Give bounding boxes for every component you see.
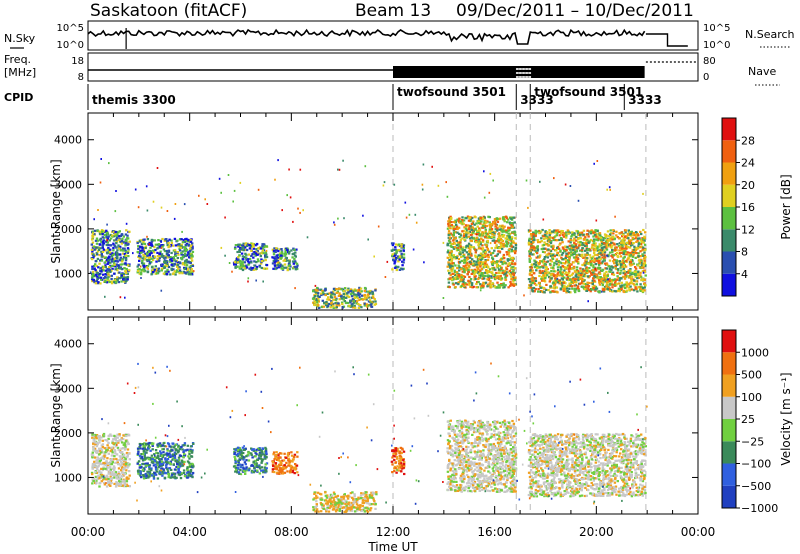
power-colorbar: 4 8 12 16 20 24 28 Power [dB] [721,117,793,297]
nsearch-label: N.Search [745,28,795,41]
header-beam: Beam 13 [355,1,431,21]
y-tick-label: 3000 [54,178,82,191]
y-tick-label: 4000 [54,134,82,147]
x-tick-label: 16:00 [477,525,512,539]
colorbar-tick-label: 8 [741,246,748,259]
freq-tick-top: 18 [71,56,84,67]
header-dates: 09/Dec/2011 – 10/Dec/2011 [456,1,694,21]
cpid-segment-label: twofsound 3501 [397,85,506,99]
y-tick-label: 2000 [54,223,82,236]
colorbar-tick-label: 12 [741,223,755,236]
cpid-label: CPID [4,91,33,104]
colorbar-tick-label: 28 [741,134,755,147]
time-axis: 00:00 04:00 08:00 12:00 16:00 20:00 00:00 Time … [71,525,716,554]
colorbar-tick-label: 25 [741,413,755,426]
nsky-label: N.Sky [4,32,36,45]
nsearch-tick-bottom: 10^0 [703,40,730,51]
y-tick-label: 1000 [54,267,82,280]
colorbar-tick-label: 1000 [741,346,769,359]
freq-label-2: [MHz] [4,66,36,79]
colorbar-tick-label: 500 [741,369,762,382]
colorbar-tick-label: 16 [741,201,755,214]
y-axis-label: Slant Range [km] [49,159,63,263]
cpid-segment-label: 3333 [520,93,553,107]
nave-tick-bottom: 0 [703,72,709,83]
nsearch-tick-top: 10^5 [703,23,730,34]
x-axis-label: Time UT [367,540,418,554]
freq-trace [88,56,698,80]
colorbar-tick-label: −100 [741,458,771,471]
colorbar-label: Velocity [m s⁻¹] [779,372,793,465]
freq-panel [87,52,699,82]
nave-label: Nave [748,65,776,78]
colorbar-tick-label: −1000 [741,502,778,515]
power-plot: 1000 2000 3000 4000 Slant Range [km] [49,112,699,311]
x-tick-label: 20:00 [579,525,614,539]
data-cells [90,362,648,513]
y-axis-label: Slant Range [km] [49,363,63,467]
colorbar-tick-label: 100 [741,391,762,404]
colorbar-tick-label: 20 [741,179,755,192]
freq-tick-bottom: 8 [78,72,84,83]
nave-tick-top: 80 [703,56,716,67]
y-tick-label: 4000 [54,338,82,351]
nsky-tick-bottom: 10^0 [57,40,84,51]
cpid-segment-label: themis 3300 [92,93,176,107]
x-tick-label: 08:00 [274,525,309,539]
y-tick-label: 2000 [54,427,82,440]
x-tick-label: 00:00 [681,525,716,539]
y-tick-label: 1000 [54,471,82,484]
colorbar-tick-label: 24 [741,157,755,170]
cpid-segment-label: 3333 [628,93,661,107]
nsky-trace [87,28,688,49]
colorbar-tick-label: −25 [741,435,764,448]
colorbar-label: Power [dB] [779,174,793,239]
x-tick-label: 04:00 [172,525,207,539]
header-station: Saskatoon (fitACF) [90,1,247,21]
y-tick-label: 3000 [54,382,82,395]
x-tick-label: 12:00 [376,525,411,539]
freq-label-1: Freq. [4,53,31,66]
nsky-panel [87,20,699,51]
colorbar-tick-label: 4 [741,268,748,281]
nsky-tick-top: 10^5 [57,23,84,34]
data-cells [89,158,647,309]
x-tick-label: 00:00 [71,525,106,539]
cpid-segment-label: twofsound 3501 [534,85,643,99]
colorbar-tick-label: −500 [741,480,771,493]
velocity-plot: 1000 2000 3000 4000 Slant Range [km] [49,316,699,515]
velocity-colorbar: 1000 500 100 25 −25 −100 −500 −1000 Velocity [m … [721,329,793,515]
